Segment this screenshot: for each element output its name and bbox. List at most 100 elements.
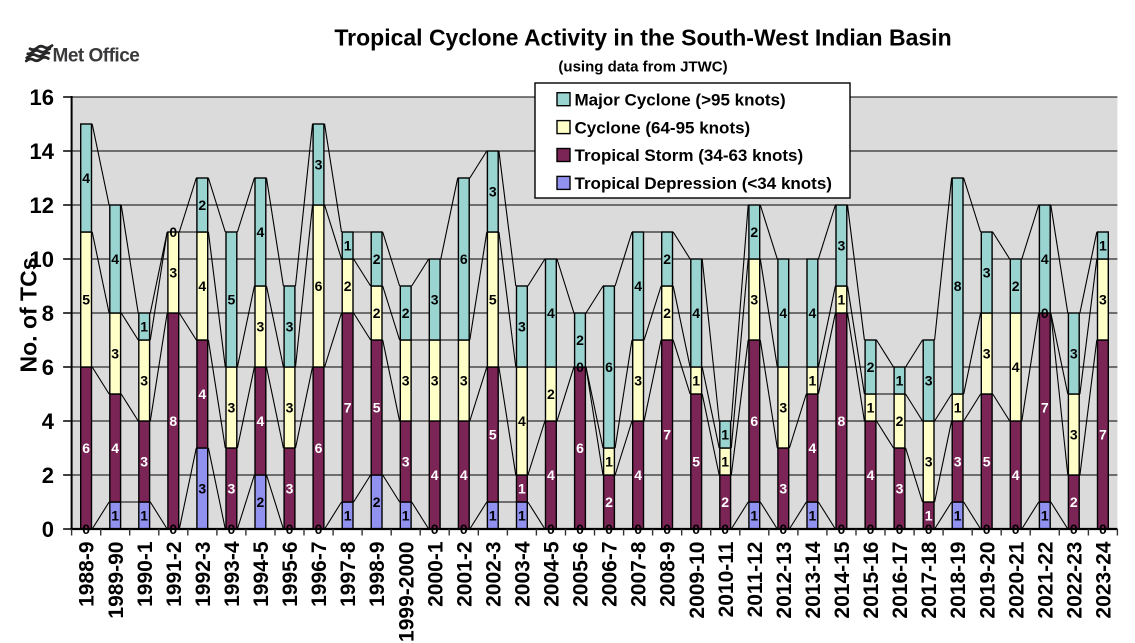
svg-text:4: 4 <box>42 409 55 434</box>
svg-text:Tropical Storm (34-63 knots): Tropical Storm (34-63 knots) <box>575 146 804 165</box>
svg-text:1991-2: 1991-2 <box>163 542 186 607</box>
svg-text:2009-10: 2009-10 <box>686 542 709 619</box>
svg-text:2: 2 <box>721 494 729 510</box>
svg-text:4: 4 <box>634 467 642 483</box>
svg-text:3: 3 <box>431 373 439 389</box>
svg-text:3: 3 <box>257 319 265 335</box>
svg-text:4: 4 <box>547 467 555 483</box>
svg-text:2011-12: 2011-12 <box>744 542 767 618</box>
svg-text:8: 8 <box>42 301 54 326</box>
svg-text:2: 2 <box>663 251 671 267</box>
svg-text:Tropical Cyclone Activity in t: Tropical Cyclone Activity in the South-W… <box>334 25 951 51</box>
svg-text:4: 4 <box>198 278 206 294</box>
svg-text:2: 2 <box>42 463 54 488</box>
svg-text:5: 5 <box>489 292 497 308</box>
svg-text:3: 3 <box>779 481 787 497</box>
svg-text:2: 2 <box>198 197 206 213</box>
svg-text:3: 3 <box>1070 427 1078 443</box>
svg-text:6: 6 <box>315 278 323 294</box>
svg-text:3: 3 <box>402 454 410 470</box>
svg-text:10: 10 <box>30 247 54 272</box>
svg-text:5: 5 <box>489 427 497 443</box>
svg-text:4: 4 <box>518 413 526 429</box>
svg-text:2: 2 <box>344 278 352 294</box>
svg-text:2: 2 <box>867 359 875 375</box>
svg-text:7: 7 <box>344 400 352 416</box>
svg-text:1995-6: 1995-6 <box>279 542 302 607</box>
svg-text:1: 1 <box>1099 238 1107 254</box>
svg-text:4: 4 <box>111 251 119 267</box>
svg-text:1: 1 <box>750 508 758 524</box>
svg-text:6: 6 <box>42 355 54 380</box>
svg-text:1998-9: 1998-9 <box>366 542 389 607</box>
svg-text:6: 6 <box>750 413 758 429</box>
svg-text:2021-22: 2021-22 <box>1034 542 1057 619</box>
svg-text:5: 5 <box>983 454 991 470</box>
svg-text:7: 7 <box>1041 400 1049 416</box>
svg-text:1: 1 <box>867 400 875 416</box>
svg-text:4: 4 <box>460 467 468 483</box>
svg-text:12: 12 <box>30 193 54 218</box>
svg-text:3: 3 <box>925 454 933 470</box>
svg-text:2002-3: 2002-3 <box>482 542 505 607</box>
svg-text:3: 3 <box>111 346 119 362</box>
svg-text:4: 4 <box>1012 359 1020 375</box>
svg-text:1: 1 <box>809 373 817 389</box>
svg-text:2: 2 <box>896 413 904 429</box>
svg-text:1: 1 <box>692 373 700 389</box>
svg-text:2: 2 <box>1012 278 1020 294</box>
svg-text:1: 1 <box>140 319 148 335</box>
svg-text:2015-16: 2015-16 <box>860 542 883 619</box>
svg-text:1992-3: 1992-3 <box>192 542 215 607</box>
svg-text:Met Office: Met Office <box>53 46 140 67</box>
svg-text:4: 4 <box>779 305 787 321</box>
svg-text:Major Cyclone (>95 knots): Major Cyclone (>95 knots) <box>575 90 786 109</box>
svg-text:1: 1 <box>402 508 410 524</box>
svg-text:1: 1 <box>925 508 933 524</box>
svg-text:4: 4 <box>809 440 817 456</box>
svg-text:1996-7: 1996-7 <box>308 542 331 607</box>
svg-text:2: 2 <box>373 494 381 510</box>
svg-text:Tropical Depression (<34 knots: Tropical Depression (<34 knots) <box>575 174 832 193</box>
svg-text:4: 4 <box>634 278 642 294</box>
svg-text:0: 0 <box>576 359 584 375</box>
svg-text:1993-4: 1993-4 <box>221 541 244 607</box>
svg-text:6: 6 <box>576 440 584 456</box>
svg-text:4: 4 <box>1012 467 1020 483</box>
svg-text:3: 3 <box>1099 292 1107 308</box>
svg-text:3: 3 <box>750 292 758 308</box>
svg-text:1: 1 <box>954 400 962 416</box>
svg-text:4: 4 <box>111 440 119 456</box>
svg-text:4: 4 <box>431 467 439 483</box>
svg-text:3: 3 <box>925 373 933 389</box>
svg-text:7: 7 <box>663 427 671 443</box>
svg-text:5: 5 <box>228 292 236 308</box>
svg-text:3: 3 <box>198 481 206 497</box>
svg-text:6: 6 <box>605 359 613 375</box>
svg-text:1: 1 <box>344 238 352 254</box>
svg-text:3: 3 <box>518 319 526 335</box>
svg-text:1: 1 <box>518 508 526 524</box>
svg-text:2: 2 <box>373 305 381 321</box>
svg-text:14: 14 <box>30 139 55 164</box>
svg-text:2: 2 <box>402 305 410 321</box>
svg-text:2018-19: 2018-19 <box>947 542 970 619</box>
svg-text:3: 3 <box>228 481 236 497</box>
svg-text:1: 1 <box>140 508 148 524</box>
svg-text:4: 4 <box>809 305 817 321</box>
svg-text:3: 3 <box>431 292 439 308</box>
svg-text:1990-1: 1990-1 <box>134 541 157 607</box>
svg-text:2: 2 <box>576 332 584 348</box>
svg-text:1: 1 <box>838 292 846 308</box>
svg-text:2006-7: 2006-7 <box>599 542 622 607</box>
svg-text:3: 3 <box>954 454 962 470</box>
svg-text:2: 2 <box>257 494 265 510</box>
svg-text:1: 1 <box>518 481 526 497</box>
svg-text:2007-8: 2007-8 <box>628 541 651 607</box>
svg-text:1: 1 <box>344 508 352 524</box>
svg-text:5: 5 <box>692 454 700 470</box>
svg-text:1: 1 <box>721 454 729 470</box>
svg-text:4: 4 <box>867 467 875 483</box>
svg-text:7: 7 <box>1099 427 1107 443</box>
svg-text:3: 3 <box>983 346 991 362</box>
